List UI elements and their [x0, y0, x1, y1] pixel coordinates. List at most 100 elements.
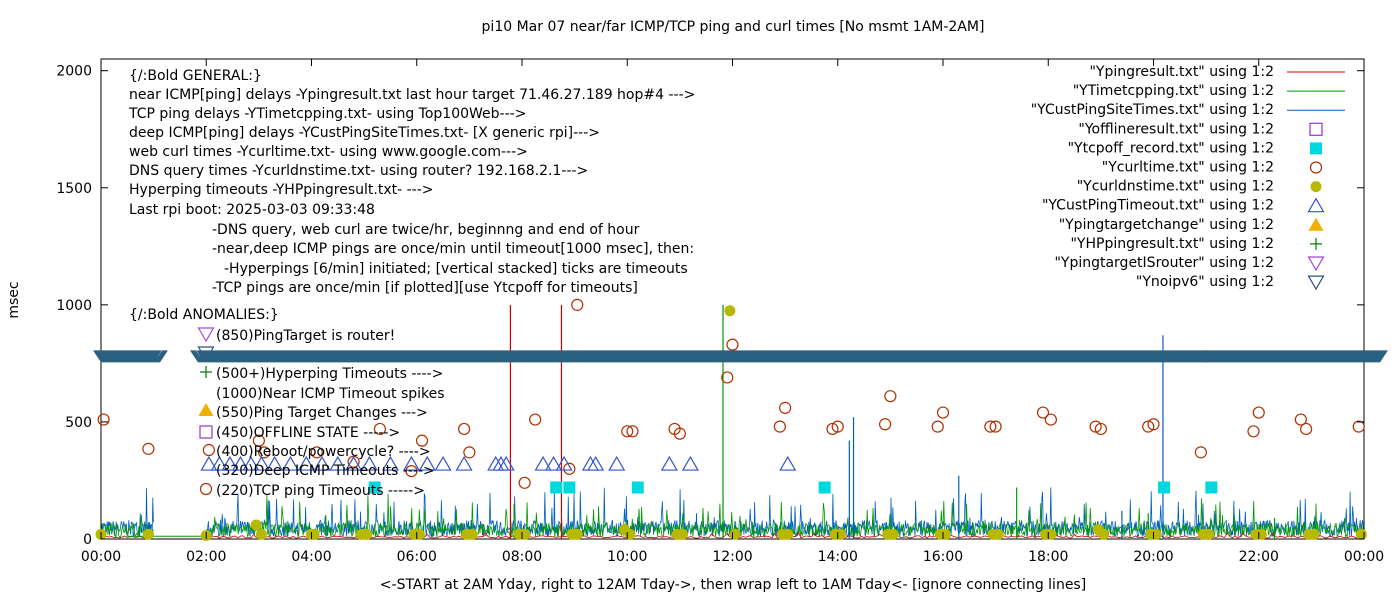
- legend-marker-sample: [1307, 197, 1325, 213]
- band-notch: [154, 350, 168, 363]
- data-point: [779, 455, 797, 471]
- legend: "Ypingresult.txt" using 1:2 "YTimetcpping…: [1031, 64, 1345, 291]
- annotation-line: (400)Reboot/powercycle? ---->: [216, 444, 431, 460]
- annotation-line: {/:Bold ANOMALIES:}: [129, 307, 279, 323]
- y-tick-label: 2000: [56, 64, 92, 80]
- annotation-line: web curl times -Ycurltime.txt- using www…: [129, 144, 528, 160]
- x-tick-label: 00:00: [1344, 549, 1384, 565]
- data-point: [818, 481, 831, 494]
- x-tick-label: 06:00: [397, 549, 437, 565]
- y-tick-label: 0: [83, 532, 92, 548]
- data-point: [210, 455, 228, 471]
- data-point: [518, 476, 531, 489]
- annotation-line: (320)Deep ICMP Timeouts ---->: [216, 463, 435, 479]
- data-point: [550, 481, 563, 494]
- band-layer: [93, 349, 1388, 364]
- data-point: [724, 305, 736, 317]
- x-tick-label: 18:00: [1028, 549, 1068, 565]
- annotation-line: (550)Ping Target Changes --->: [216, 405, 428, 421]
- annotation-line: (450)OFFLINE STATE ----->: [216, 425, 400, 441]
- data-point: [368, 481, 381, 494]
- data-point: [1300, 422, 1313, 436]
- data-point: [555, 455, 573, 471]
- data-point: [361, 528, 373, 540]
- data-point: [1098, 528, 1110, 540]
- data-point: [534, 455, 552, 471]
- data-point: [626, 425, 639, 438]
- legend-marker-sample: [1310, 237, 1322, 250]
- x-tick-label: 02:00: [186, 549, 226, 565]
- x-tick-label: 20:00: [1133, 549, 1173, 565]
- legend-label: "YpingtargetISrouter" using 1:2: [1054, 255, 1274, 271]
- data-point: [402, 455, 421, 471]
- data-point: [729, 528, 741, 540]
- data-point: [1089, 420, 1102, 433]
- data-point: [463, 446, 476, 459]
- x-tick-label: 04:00: [291, 549, 331, 565]
- legend-label: "Ypingtargetchange" using 1:2: [1059, 217, 1274, 233]
- data-point: [545, 455, 563, 471]
- legend-label: "Ycurldnstime.txt" using 1:2: [1077, 179, 1274, 195]
- data-point: [992, 528, 1004, 540]
- y-tick-label: 500: [65, 415, 92, 431]
- annotation-line: Last rpi boot: 2025-03-03 09:33:48: [129, 202, 375, 218]
- x-tick-label: 22:00: [1239, 549, 1279, 565]
- annotation-line: (220)TCP ping Timeouts ----->: [216, 483, 425, 499]
- data-point: [721, 371, 734, 384]
- y-tick-label: 1500: [56, 181, 92, 197]
- annotation-line: Hyperping timeouts -YHPpingresult.txt- -…: [129, 182, 434, 198]
- data-point: [936, 406, 950, 419]
- data-point: [1194, 446, 1207, 459]
- data-point: [1252, 406, 1265, 419]
- annotation-line: TCP ping delays -YTimetcpping.txt- using…: [128, 106, 526, 122]
- annotation-line: (500+)Hyperping Timeouts ---->: [216, 366, 443, 382]
- legend-label: "YCustPingSiteTimes.txt" using 1:2: [1031, 102, 1274, 118]
- data-point: [1147, 418, 1160, 431]
- data-point: [252, 434, 265, 447]
- data-point: [984, 420, 997, 433]
- data-point: [1150, 528, 1162, 540]
- data-point: [281, 455, 299, 471]
- data-point: [571, 298, 584, 311]
- data-point: [621, 425, 634, 438]
- legend-label: "Ypingresult.txt" using 1:2: [1089, 64, 1274, 80]
- data-point: [1255, 528, 1267, 540]
- annotation-layer: {/:Bold GENERAL:} near ICMP[ping] delays …: [128, 68, 695, 499]
- annotation-marker: [200, 366, 212, 378]
- data-point: [631, 481, 644, 494]
- annotation-line: deep ICMP[ping] delays -YCustPingSiteTim…: [129, 125, 600, 141]
- data-point: [660, 455, 678, 471]
- data-point: [200, 455, 218, 471]
- data-point: [773, 420, 786, 433]
- annotation-line: -DNS query, web curl are twice/hr, begin…: [212, 222, 640, 238]
- legend-marker-sample: [1309, 161, 1323, 174]
- x-tick-label: 16:00: [923, 549, 963, 565]
- data-point: [1142, 420, 1155, 433]
- legend-label: "Yofflineresult.txt" using 1:2: [1078, 121, 1274, 137]
- data-point: [458, 422, 471, 436]
- annotation-line: -near,deep ICMP pings are once/min until…: [212, 241, 694, 257]
- series-layer: [509, 304, 1276, 539]
- data-point: [931, 420, 944, 433]
- band-gap: [154, 349, 204, 364]
- data-point: [142, 442, 155, 455]
- data-point: [1205, 481, 1218, 494]
- chart-title: pi10 Mar 07 near/far ICMP/TCP ping and c…: [482, 19, 985, 35]
- data-point: [879, 418, 892, 431]
- data-point: [1158, 481, 1171, 494]
- data-point: [373, 422, 387, 436]
- data-point: [242, 455, 260, 471]
- data-point: [887, 528, 899, 540]
- data-point: [681, 455, 699, 471]
- data-point: [329, 455, 347, 471]
- data-point: [1247, 425, 1260, 438]
- legend-label: "Ytcpoff_record.txt" using 1:2: [1068, 140, 1274, 156]
- data-point: [492, 455, 510, 471]
- legend-label: "Ycurltime.txt" using 1:2: [1102, 160, 1274, 176]
- data-point: [221, 455, 239, 471]
- data-point: [1044, 413, 1057, 426]
- data-point: [455, 455, 473, 471]
- data-point: [415, 434, 429, 447]
- legend-label: "Ynoipv6" using 1:2: [1136, 274, 1274, 290]
